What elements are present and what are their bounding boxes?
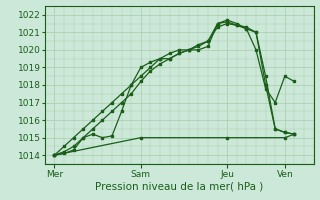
X-axis label: Pression niveau de la mer( hPa ): Pression niveau de la mer( hPa ) [95,181,263,191]
